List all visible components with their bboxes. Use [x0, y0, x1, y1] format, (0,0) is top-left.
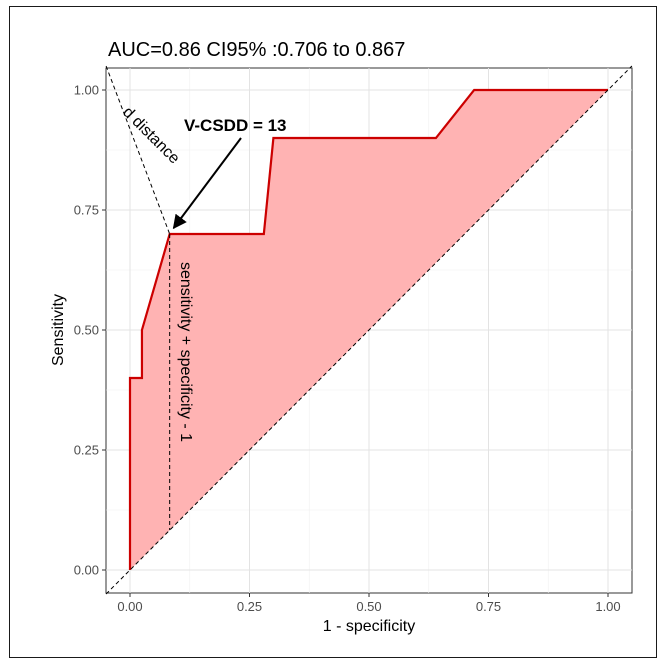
- roc-curve-layer: [128, 88, 608, 570]
- youden-label: sensitivity + specificity - 1: [177, 262, 194, 442]
- x-tick-label: 0.00: [117, 599, 142, 614]
- x-axis-label: 1 - specificity: [323, 618, 415, 635]
- y-axis-label: Sensitivity: [50, 294, 67, 366]
- axis-ticks: 0.00 0.25 0.50 0.75 1.00 0.00 0.25 0.50 0.75 1.00: [74, 83, 621, 615]
- chart-title: AUC=0.86 CI95% :0.706 to 0.867: [108, 39, 405, 61]
- roc-curve: [128, 88, 608, 570]
- y-tick-label: 0.50: [74, 323, 99, 338]
- y-tick-label: 0.00: [74, 563, 99, 578]
- cutoff-arrow: [172, 137, 242, 230]
- x-tick-label: 0.25: [237, 599, 262, 614]
- x-tick-label: 0.75: [476, 599, 501, 614]
- y-tick-label: 0.75: [74, 203, 99, 218]
- y-tick-label: 0.25: [74, 443, 99, 458]
- cutoff-label: V-CSDD = 13: [184, 116, 287, 135]
- reference-diagonal: [105, 65, 633, 595]
- x-tick-label: 0.50: [356, 599, 381, 614]
- x-tick-label: 1.00: [595, 599, 620, 614]
- d-distance-line: [105, 65, 171, 235]
- y-tick-label: 1.00: [74, 83, 99, 98]
